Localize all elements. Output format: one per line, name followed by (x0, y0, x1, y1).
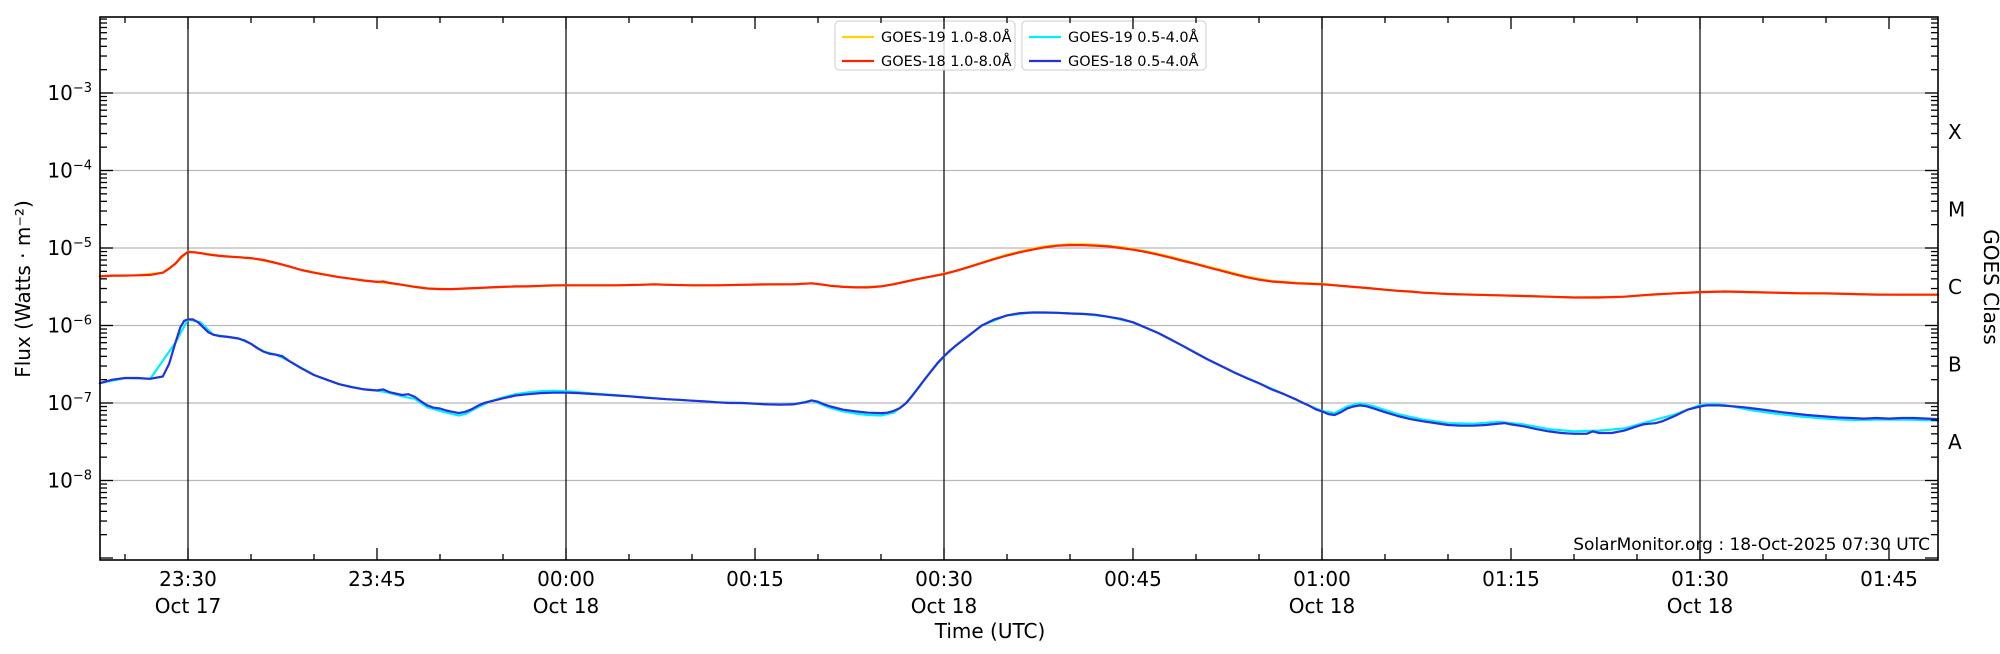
plot-border (99, 16, 1939, 561)
goes-class-label-A: A (1948, 430, 1962, 454)
right-axis-title: GOES Class (1979, 229, 2000, 345)
y-tick-label: 10−7 (47, 391, 92, 415)
y-tick-labels: 10−3 10−4 10−5 10−6 10−7 10−8 (47, 81, 92, 493)
x-tick-label: 01:30 (1671, 567, 1729, 591)
x-tick-date-label: Oct 18 (1667, 594, 1733, 618)
y-tick-label: 10−5 (47, 236, 92, 260)
y-tick-label: 10−6 (47, 314, 92, 338)
legend-label-goes18_long: GOES-18 1.0-8.0Å (881, 53, 1012, 70)
x-axis-title: Time (UTC) (934, 619, 1046, 643)
x-tick-label: 23:45 (348, 567, 406, 591)
gridlines (100, 92, 1938, 482)
watermark: SolarMonitor.org : 18-Oct-2025 07:30 UTC (1573, 535, 1930, 555)
legend: GOES-19 1.0-8.0Å GOES-18 1.0-8.0Å GOES-19 … (834, 20, 1207, 71)
x-tick-date-label: Oct 18 (533, 594, 599, 618)
x-tick-label: 01:15 (1482, 567, 1540, 591)
y-tick-label: 10−8 (47, 469, 92, 493)
goes-class-label-X: X (1948, 120, 1962, 144)
y-tick-label: 10−3 (47, 81, 92, 105)
x-tick-label: 00:45 (1104, 567, 1162, 591)
series-line-goes18_short (98, 311, 1940, 435)
goes-class-label-C: C (1948, 275, 1962, 299)
x-tick-label: 01:45 (1860, 567, 1918, 591)
legend-label-goes18_short: GOES-18 0.5-4.0Å (1068, 53, 1199, 70)
x-tick-labels: 23:30 Oct 17 23:45 00:00 Oct 18 00:15 00:30 Oct… (155, 567, 1918, 618)
legend-label-goes19_long: GOES-19 1.0-8.0Å (881, 29, 1012, 46)
x-tick-label: 23:30 (159, 567, 217, 591)
x-tick-label: 00:00 (537, 567, 595, 591)
x-tick-label: 01:00 (1293, 567, 1351, 591)
x-tick-label: 00:30 (915, 567, 973, 591)
goes-class-label-B: B (1948, 352, 1962, 376)
axis-ticks (100, 17, 1938, 560)
legend-box (1021, 20, 1207, 71)
legend-label-goes19_short: GOES-19 0.5-4.0Å (1068, 29, 1199, 46)
data-series (98, 243, 1940, 435)
y-axis-title: Flux (Watts · m⁻²) (11, 200, 35, 378)
series-line-goes19_short (98, 311, 1940, 433)
x-tick-date-label: Oct 18 (911, 594, 977, 618)
time-marker-vlines (187, 17, 1701, 560)
series-line-goes18_long (98, 244, 1940, 299)
x-tick-date-label: Oct 17 (155, 594, 221, 618)
goes-class-label-M: M (1948, 197, 1965, 221)
y-tick-label: 10−4 (47, 159, 92, 183)
goes-class-letters: X M C B A (1948, 120, 1965, 454)
legend-box (834, 20, 1016, 71)
x-tick-label: 00:15 (726, 567, 784, 591)
x-tick-date-label: Oct 18 (1289, 594, 1355, 618)
